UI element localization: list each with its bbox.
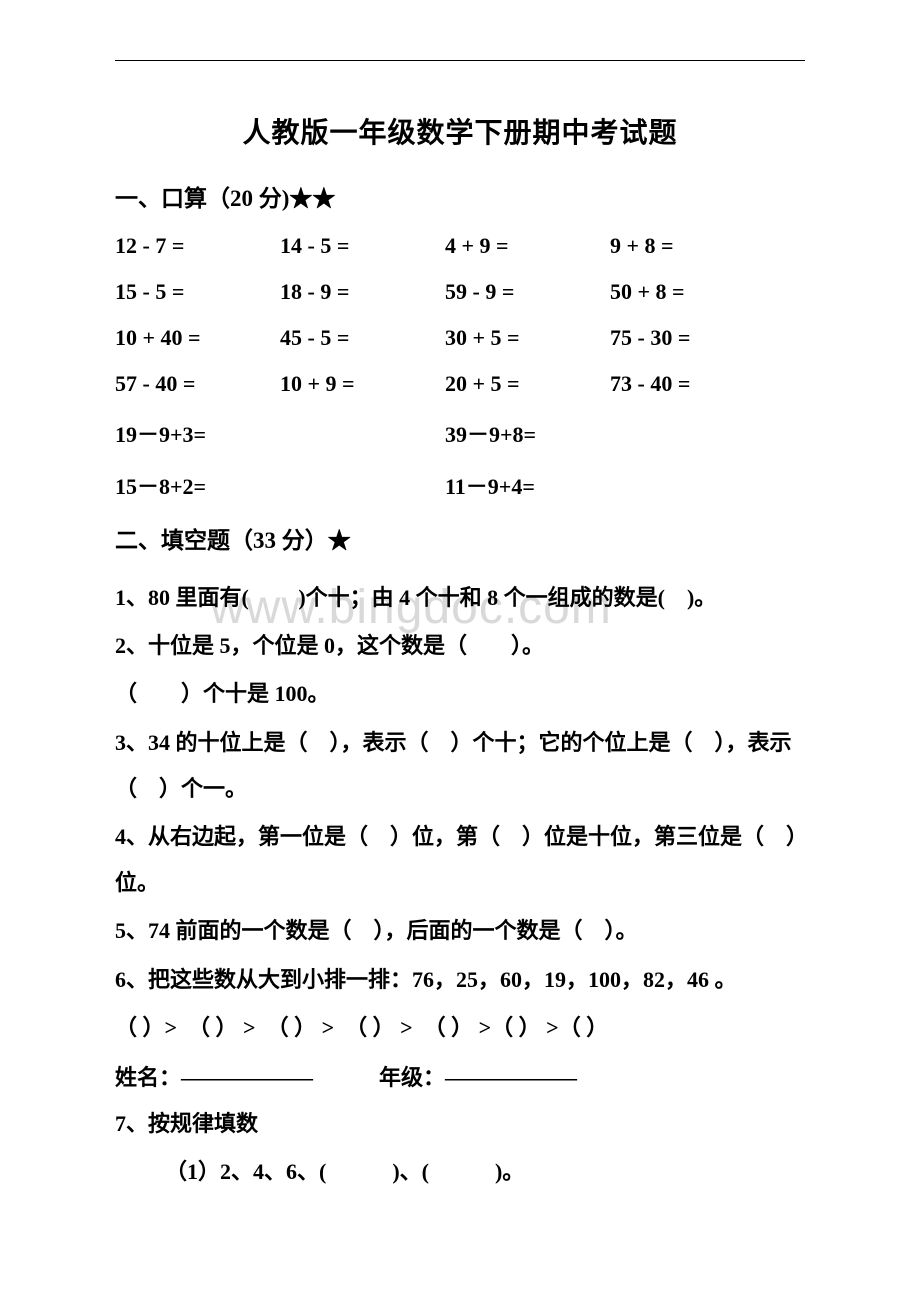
calc-cell: 15－8+2=	[115, 469, 445, 501]
calc-cell: 12 - 7 =	[115, 233, 280, 259]
calc-cell: 9 + 8 =	[610, 233, 775, 259]
calc-row: 15－8+2= 11－9+4=	[115, 469, 805, 501]
calc-row: 10 + 40 = 45 - 5 = 30 + 5 = 75 - 30 =	[115, 325, 805, 351]
calc-cell: 30 + 5 =	[445, 325, 610, 351]
calc-cell: 39－9+8=	[445, 417, 775, 449]
calc-cell: 20 + 5 =	[445, 371, 610, 397]
section2-header: 二、填空题（33 分）★	[115, 521, 805, 555]
calc-cell: 4 + 9 =	[445, 233, 610, 259]
calc-cell: 73 - 40 =	[610, 371, 775, 397]
calc-row: 15 - 5 = 18 - 9 = 59 - 9 = 50 + 8 =	[115, 279, 805, 305]
header-divider	[115, 60, 805, 61]
page-title: 人教版一年级数学下册期中考试题	[115, 111, 805, 151]
calc-cell: 50 + 8 =	[610, 279, 775, 305]
calc-row: 19－9+3= 39－9+8=	[115, 417, 805, 449]
calc-cell: 10 + 40 =	[115, 325, 280, 351]
calc-cell: 18 - 9 =	[280, 279, 445, 305]
calc-cell: 10 + 9 =	[280, 371, 445, 397]
calc-cell: 59 - 9 =	[445, 279, 610, 305]
question-2a: 2、十位是 5，个位是 0，这个数是（ ）。	[115, 623, 805, 669]
calc-cell: 14 - 5 =	[280, 233, 445, 259]
calc-row: 57 - 40 = 10 + 9 = 20 + 5 = 73 - 40 =	[115, 371, 805, 397]
calc-cell: 19－9+3=	[115, 417, 445, 449]
section1-header: 一、口算（20 分)★★	[115, 179, 805, 213]
question-2b: （ ）个十是 100。	[115, 671, 805, 717]
calc-cell: 15 - 5 =	[115, 279, 280, 305]
question-6b: （ ）> （ ） > （ ） > （ ） > （ ） >（ ） >（ ）	[115, 1005, 805, 1051]
calc-cell: 57 - 40 =	[115, 371, 280, 397]
question-7-1: （1）2、4、6、( )、( )。	[115, 1149, 805, 1195]
calc-row: 12 - 7 = 14 - 5 = 4 + 9 = 9 + 8 =	[115, 233, 805, 259]
question-7: 7、按规律填数	[115, 1101, 805, 1147]
question-5: 5、74 前面的一个数是（ ），后面的一个数是（ ）。	[115, 908, 805, 954]
question-6a: 6、把这些数从大到小排一排：76，25，60，19，100，82，46 。	[115, 957, 805, 1003]
question-1: 1、80 里面有( )个十；由 4 个十和 8 个一组成的数是( )。	[115, 575, 805, 621]
calc-cell: 75 - 30 =	[610, 325, 775, 351]
name-grade-line: 姓名：—————— 年级：——————	[115, 1055, 805, 1101]
question-4: 4、从右边起，第一位是（ ）位，第（ ）位是十位，第三位是（ ）位。	[115, 814, 805, 906]
question-3: 3、34 的十位上是（ ），表示（ ）个十；它的个位上是（ ），表示（ ）个一。	[115, 720, 805, 812]
calc-cell: 45 - 5 =	[280, 325, 445, 351]
calc-cell: 11－9+4=	[445, 469, 775, 501]
